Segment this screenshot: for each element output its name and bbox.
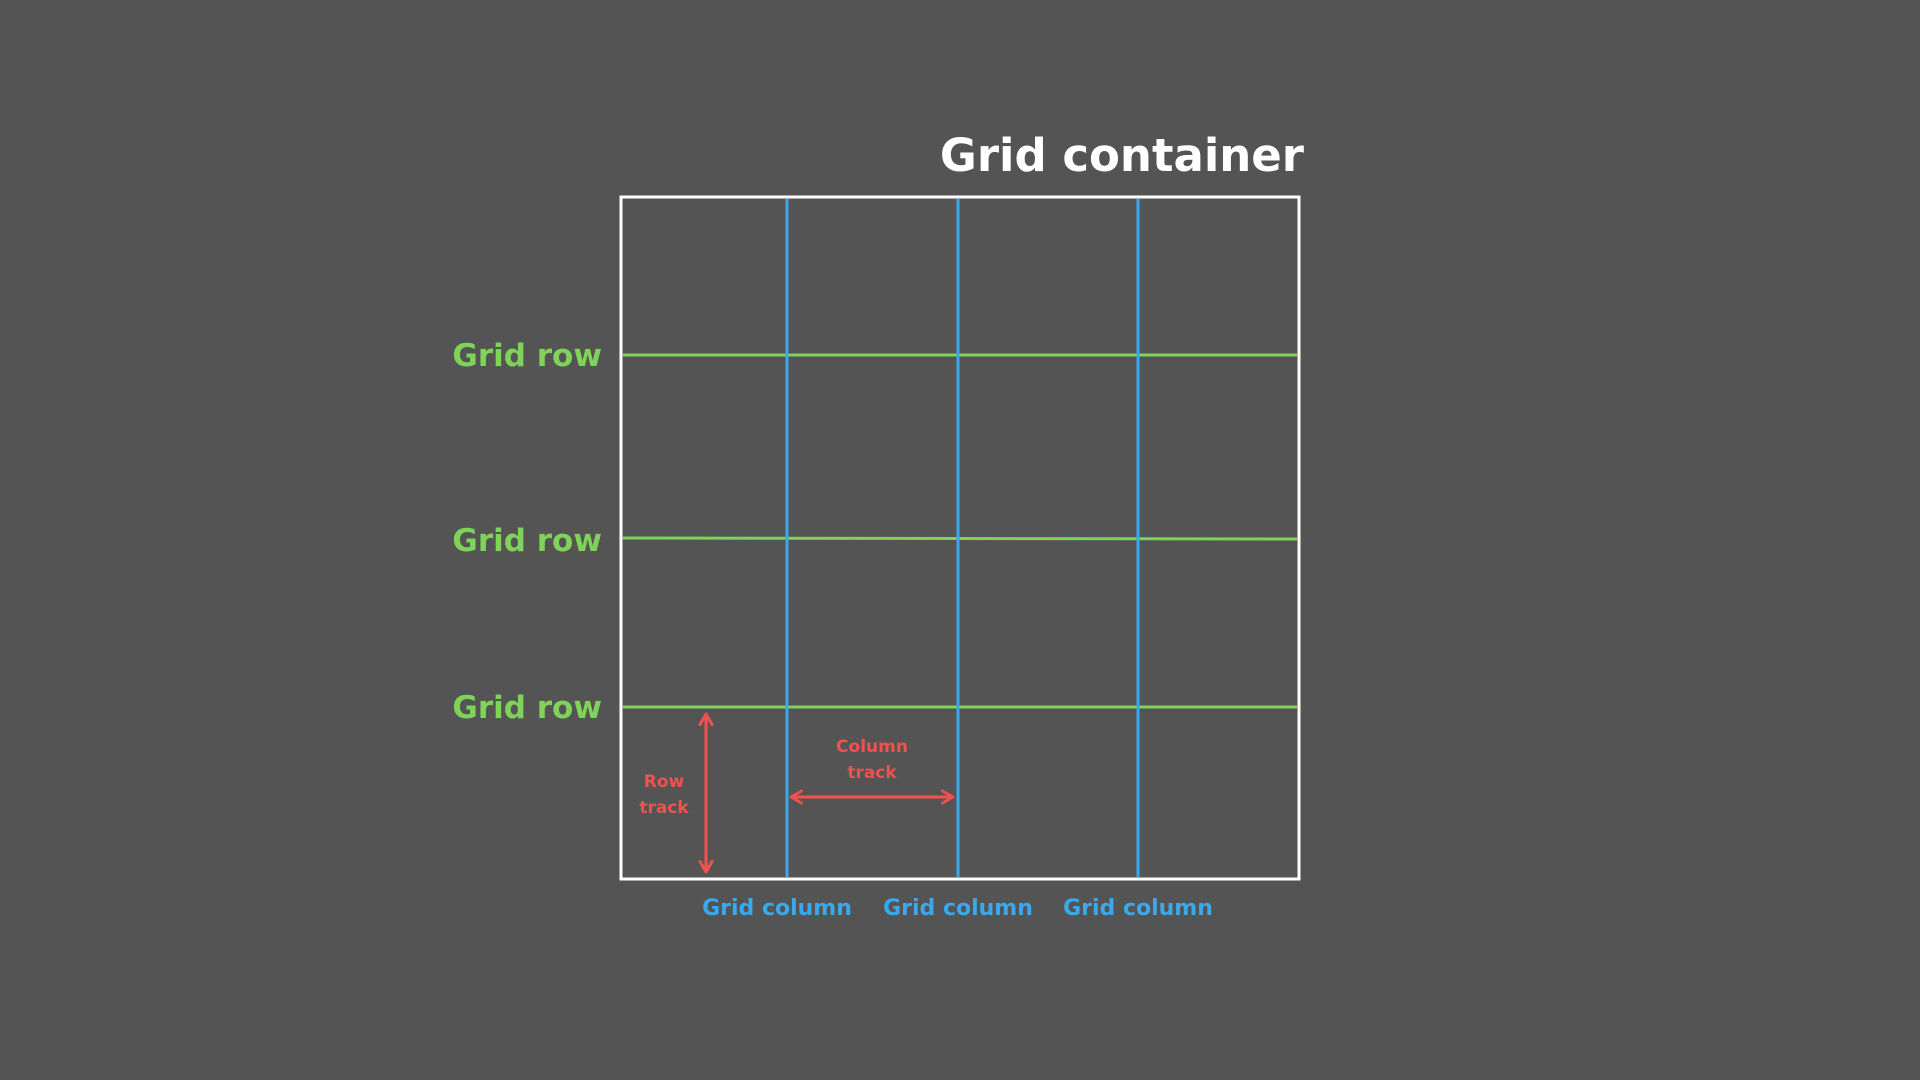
grid-row-line	[622, 536, 1298, 541]
column-track-label-line2: track	[847, 763, 897, 783]
row-label: Grid row	[452, 523, 602, 559]
column-track-label-line1: Column	[836, 737, 908, 757]
column-label: Grid column	[1063, 896, 1213, 921]
column-label: Grid column	[883, 896, 1033, 921]
diagram-title: Grid container	[940, 129, 1305, 182]
column-label: Grid column	[702, 896, 852, 921]
row-label: Grid row	[452, 690, 602, 726]
grid-container-border	[619, 195, 1301, 881]
row-label: Grid row	[452, 338, 602, 374]
row-track-label-line2: track	[639, 798, 689, 818]
row-track-label-line1: Row	[644, 772, 685, 792]
